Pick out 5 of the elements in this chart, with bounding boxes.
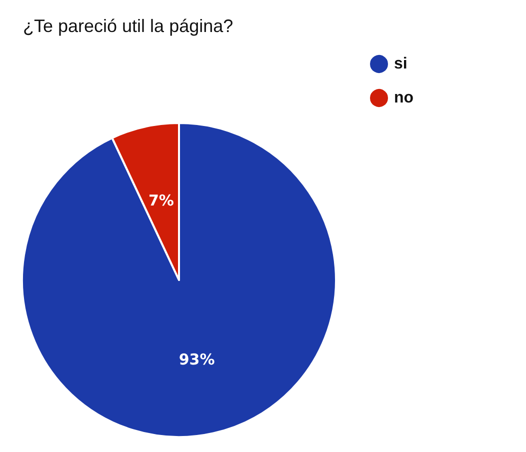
legend-label: no [394, 90, 414, 106]
chart-title: ¿Te pareció util la página? [23, 16, 234, 36]
data-label: 93% [178, 350, 215, 369]
data-label: 7% [148, 191, 174, 210]
legend-label: si [394, 56, 408, 72]
